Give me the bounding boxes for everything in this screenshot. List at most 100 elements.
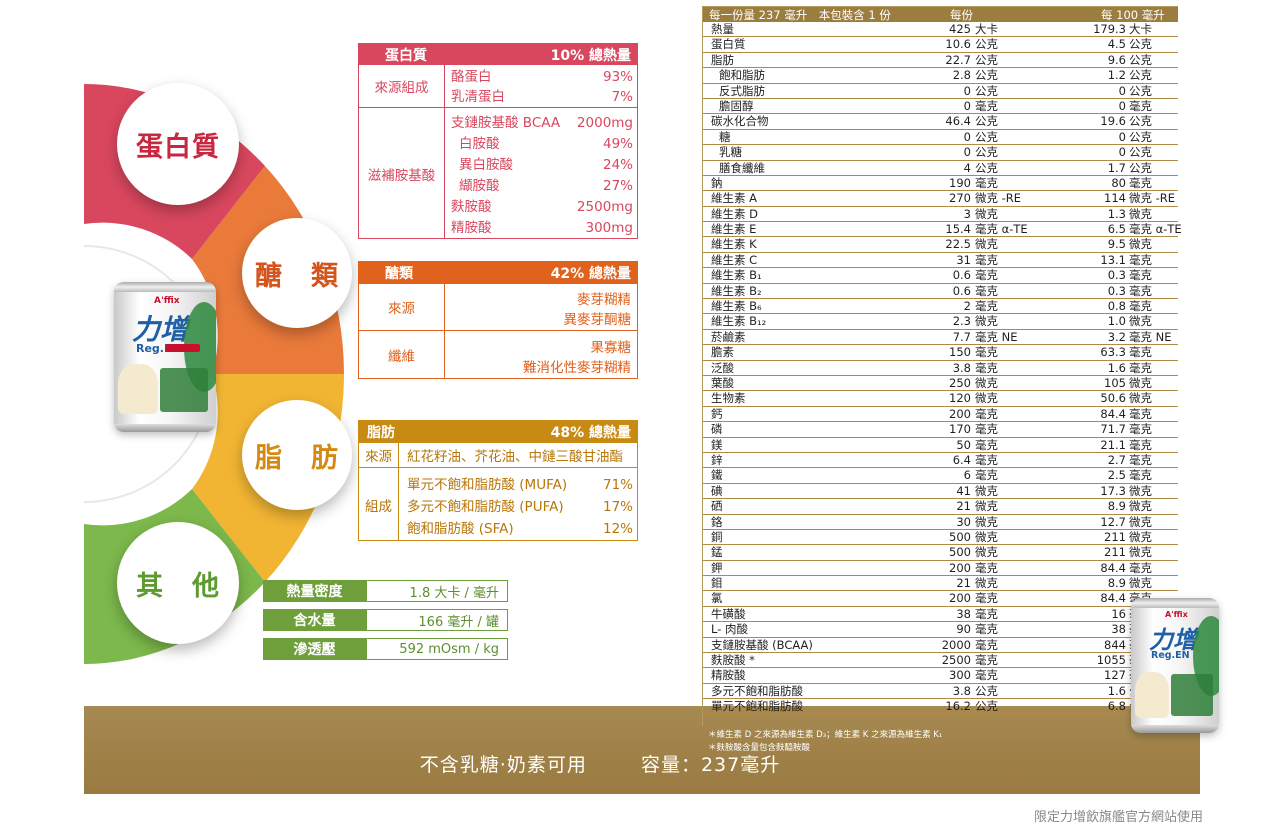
nutrition-row: 銅 500 微克 211 微克 bbox=[703, 529, 1178, 546]
per-100-value: 12.7 bbox=[1100, 514, 1126, 529]
protein-aa-value: 2500mg bbox=[576, 199, 633, 215]
other-row-value: 1.8 大卡 / 毫升 bbox=[366, 580, 508, 602]
nutrient-name: 維生素 B₁₂ bbox=[711, 314, 767, 329]
nutrient-name: 鋅 bbox=[711, 452, 723, 467]
nutrition-row: 維生素 D 3 微克 1.3 微克 bbox=[703, 206, 1178, 223]
per-100-unit: 微克 bbox=[1129, 499, 1152, 514]
per-100-unit: 毫克 bbox=[1129, 175, 1152, 190]
per-100-value: 105 bbox=[1104, 375, 1126, 390]
nutrient-name: 鈣 bbox=[711, 406, 723, 421]
per-100-unit: 公克 bbox=[1129, 129, 1152, 144]
nutrition-row: 磷 170 毫克 71.7 毫克 bbox=[703, 422, 1178, 438]
carb-source-label: 來源 bbox=[359, 284, 445, 331]
per-100-unit: 毫克 bbox=[1129, 299, 1152, 314]
nutrition-row: 葉酸 250 微克 105 微克 bbox=[703, 375, 1178, 392]
carb-table: 醣類 42% 總熱量 來源 纖維 麥芽糊精 異麥芽酮糖 果寡糖 難消化性麥芽糊精 bbox=[358, 261, 638, 379]
per-serving-value: 2 bbox=[963, 299, 971, 314]
per-100-value: 1.3 bbox=[1107, 206, 1126, 221]
per-100-value: 1055 bbox=[1096, 653, 1126, 668]
per-serving-value: 6.4 bbox=[952, 452, 971, 467]
fat-table-pct: 48% 總熱量 bbox=[550, 425, 631, 441]
nutrient-name: 菸鹼素 bbox=[711, 329, 746, 344]
per-100-value: 211 bbox=[1104, 529, 1126, 544]
protein-aa-name: 精胺酸 bbox=[451, 220, 492, 236]
carb-fiber-item: 難消化性麥芽糊精 bbox=[523, 360, 631, 376]
nutrition-row: 鉬 21 微克 8.9 微克 bbox=[703, 576, 1178, 592]
per-100-value: 6.5 bbox=[1107, 222, 1126, 237]
nutrient-name: 碘 bbox=[711, 483, 723, 498]
fat-comp-name: 多元不飽和脂肪酸 (PUFA) bbox=[407, 499, 564, 515]
per-serving-value: 4 bbox=[963, 160, 971, 175]
per-serving-unit: 毫克 bbox=[975, 622, 998, 637]
per-serving-unit: 毫克 bbox=[975, 437, 998, 452]
nutrition-row: 硒 21 微克 8.9 微克 bbox=[703, 499, 1178, 515]
per-100-unit: 毫克 bbox=[1129, 406, 1152, 421]
per-100-value: 0 bbox=[1118, 145, 1126, 160]
nutrient-name: 膽固醇 bbox=[719, 98, 754, 113]
nutrient-name: 膽素 bbox=[711, 345, 734, 360]
per-serving-value: 2000 bbox=[941, 637, 971, 652]
per-serving-value: 150 bbox=[949, 345, 971, 360]
nutrition-row: 碘 41 微克 17.3 微克 bbox=[703, 483, 1178, 500]
nutrient-name: 維生素 E bbox=[711, 222, 757, 237]
per-serving-unit: 微克 bbox=[975, 514, 998, 529]
per-100-value: 0 bbox=[1118, 83, 1126, 98]
nutrition-row: 膽素 150 毫克 63.3 毫克 bbox=[703, 345, 1178, 361]
nutrient-name: 鈉 bbox=[711, 175, 723, 190]
carb-table-pct: 42% 總熱量 bbox=[550, 266, 631, 282]
nutrient-name: 碳水化合物 bbox=[711, 114, 769, 129]
nutrition-per-serving-header: 每份 bbox=[950, 8, 973, 22]
nutrition-row: 鈉 190 毫克 80 毫克 bbox=[703, 175, 1178, 192]
per-serving-value: 2.3 bbox=[952, 314, 971, 329]
nutrition-row: 維生素 E 15.4 毫克 α-TE 6.5 毫克 α-TE bbox=[703, 222, 1182, 238]
protein-aa-row: 麩胺酸 2500mg bbox=[451, 197, 633, 218]
per-100-value: 8.9 bbox=[1107, 499, 1126, 514]
per-serving-value: 0 bbox=[963, 83, 971, 98]
per-serving-unit: 毫克 bbox=[975, 591, 998, 606]
fat-comp-value: 71% bbox=[602, 477, 633, 493]
nutrient-name: 脂肪 bbox=[711, 52, 734, 67]
nutrient-name: 鐵 bbox=[711, 468, 723, 483]
per-100-unit: 毫克 bbox=[1129, 252, 1152, 267]
nutrition-row: 鐵 6 毫克 2.5 毫克 bbox=[703, 468, 1178, 484]
per-100-value: 84.4 bbox=[1100, 560, 1126, 575]
per-serving-unit: 微克 bbox=[975, 237, 998, 252]
per-100-value: 6.8 bbox=[1107, 699, 1126, 714]
other-row: 熱量密度 1.8 大卡 / 毫升 bbox=[263, 580, 508, 602]
per-100-value: 114 bbox=[1104, 191, 1126, 206]
nutrition-row: 蛋白質 10.6 公克 4.5 公克 bbox=[703, 37, 1178, 53]
nutrient-name: 生物素 bbox=[711, 391, 746, 406]
nutrition-serving-text: 每一份量 237 毫升 本包裝含 1 份 bbox=[709, 8, 891, 22]
nutrient-name: 糖 bbox=[719, 129, 731, 144]
nutrient-name: 乳糖 bbox=[719, 145, 742, 160]
per-100-unit: 公克 bbox=[1129, 68, 1152, 83]
per-serving-unit: 毫克 bbox=[975, 360, 998, 375]
nutrient-name: 多元不飽和脂肪酸 bbox=[711, 683, 803, 698]
can-logo-text: 力增 bbox=[132, 313, 189, 346]
per-serving-unit: 毫克 bbox=[975, 98, 998, 113]
protein-table-pct: 10% 總熱量 bbox=[550, 47, 631, 64]
per-serving-value: 41 bbox=[956, 483, 971, 498]
per-serving-unit: 毫克 bbox=[975, 668, 998, 683]
per-100-value: 0.3 bbox=[1107, 268, 1126, 283]
protein-aa-name: 纈胺酸 bbox=[459, 178, 500, 194]
protein-table-title: 蛋白質 bbox=[385, 47, 427, 64]
per-100-unit: 毫克 bbox=[1129, 268, 1152, 283]
nutrition-row: 維生素 B₁ 0.6 毫克 0.3 毫克 bbox=[703, 268, 1178, 284]
per-serving-value: 200 bbox=[949, 591, 971, 606]
carb-source-item: 異麥芽酮糖 bbox=[563, 312, 632, 328]
can-brand-text: A'ffix bbox=[1165, 610, 1188, 619]
per-serving-value: 21 bbox=[956, 576, 971, 591]
per-100-value: 1.7 bbox=[1107, 160, 1126, 175]
per-serving-value: 200 bbox=[949, 406, 971, 421]
nutrition-row: 精胺酸300毫克127毫克 bbox=[703, 668, 1178, 684]
nutrition-row: 牛磺酸38毫克16毫克 bbox=[703, 607, 1178, 623]
other-row: 含水量 166 毫升 / 罐 bbox=[263, 609, 508, 631]
nutrition-row: 生物素 120 微克 50.6 微克 bbox=[703, 391, 1178, 407]
protein-aa-name: 白胺酸 bbox=[459, 136, 500, 152]
nutrient-name: 磷 bbox=[711, 422, 723, 437]
per-serving-value: 500 bbox=[949, 529, 971, 544]
protein-source-name: 酪蛋白 bbox=[451, 69, 492, 85]
nutrition-row: 反式脂肪 0 公克 0 公克 bbox=[703, 84, 1178, 99]
nutrition-facts-table: 每一份量 237 毫升 本包裝含 1 份 每份 每 100 毫升 熱量 425 大卡… bbox=[702, 6, 1182, 726]
